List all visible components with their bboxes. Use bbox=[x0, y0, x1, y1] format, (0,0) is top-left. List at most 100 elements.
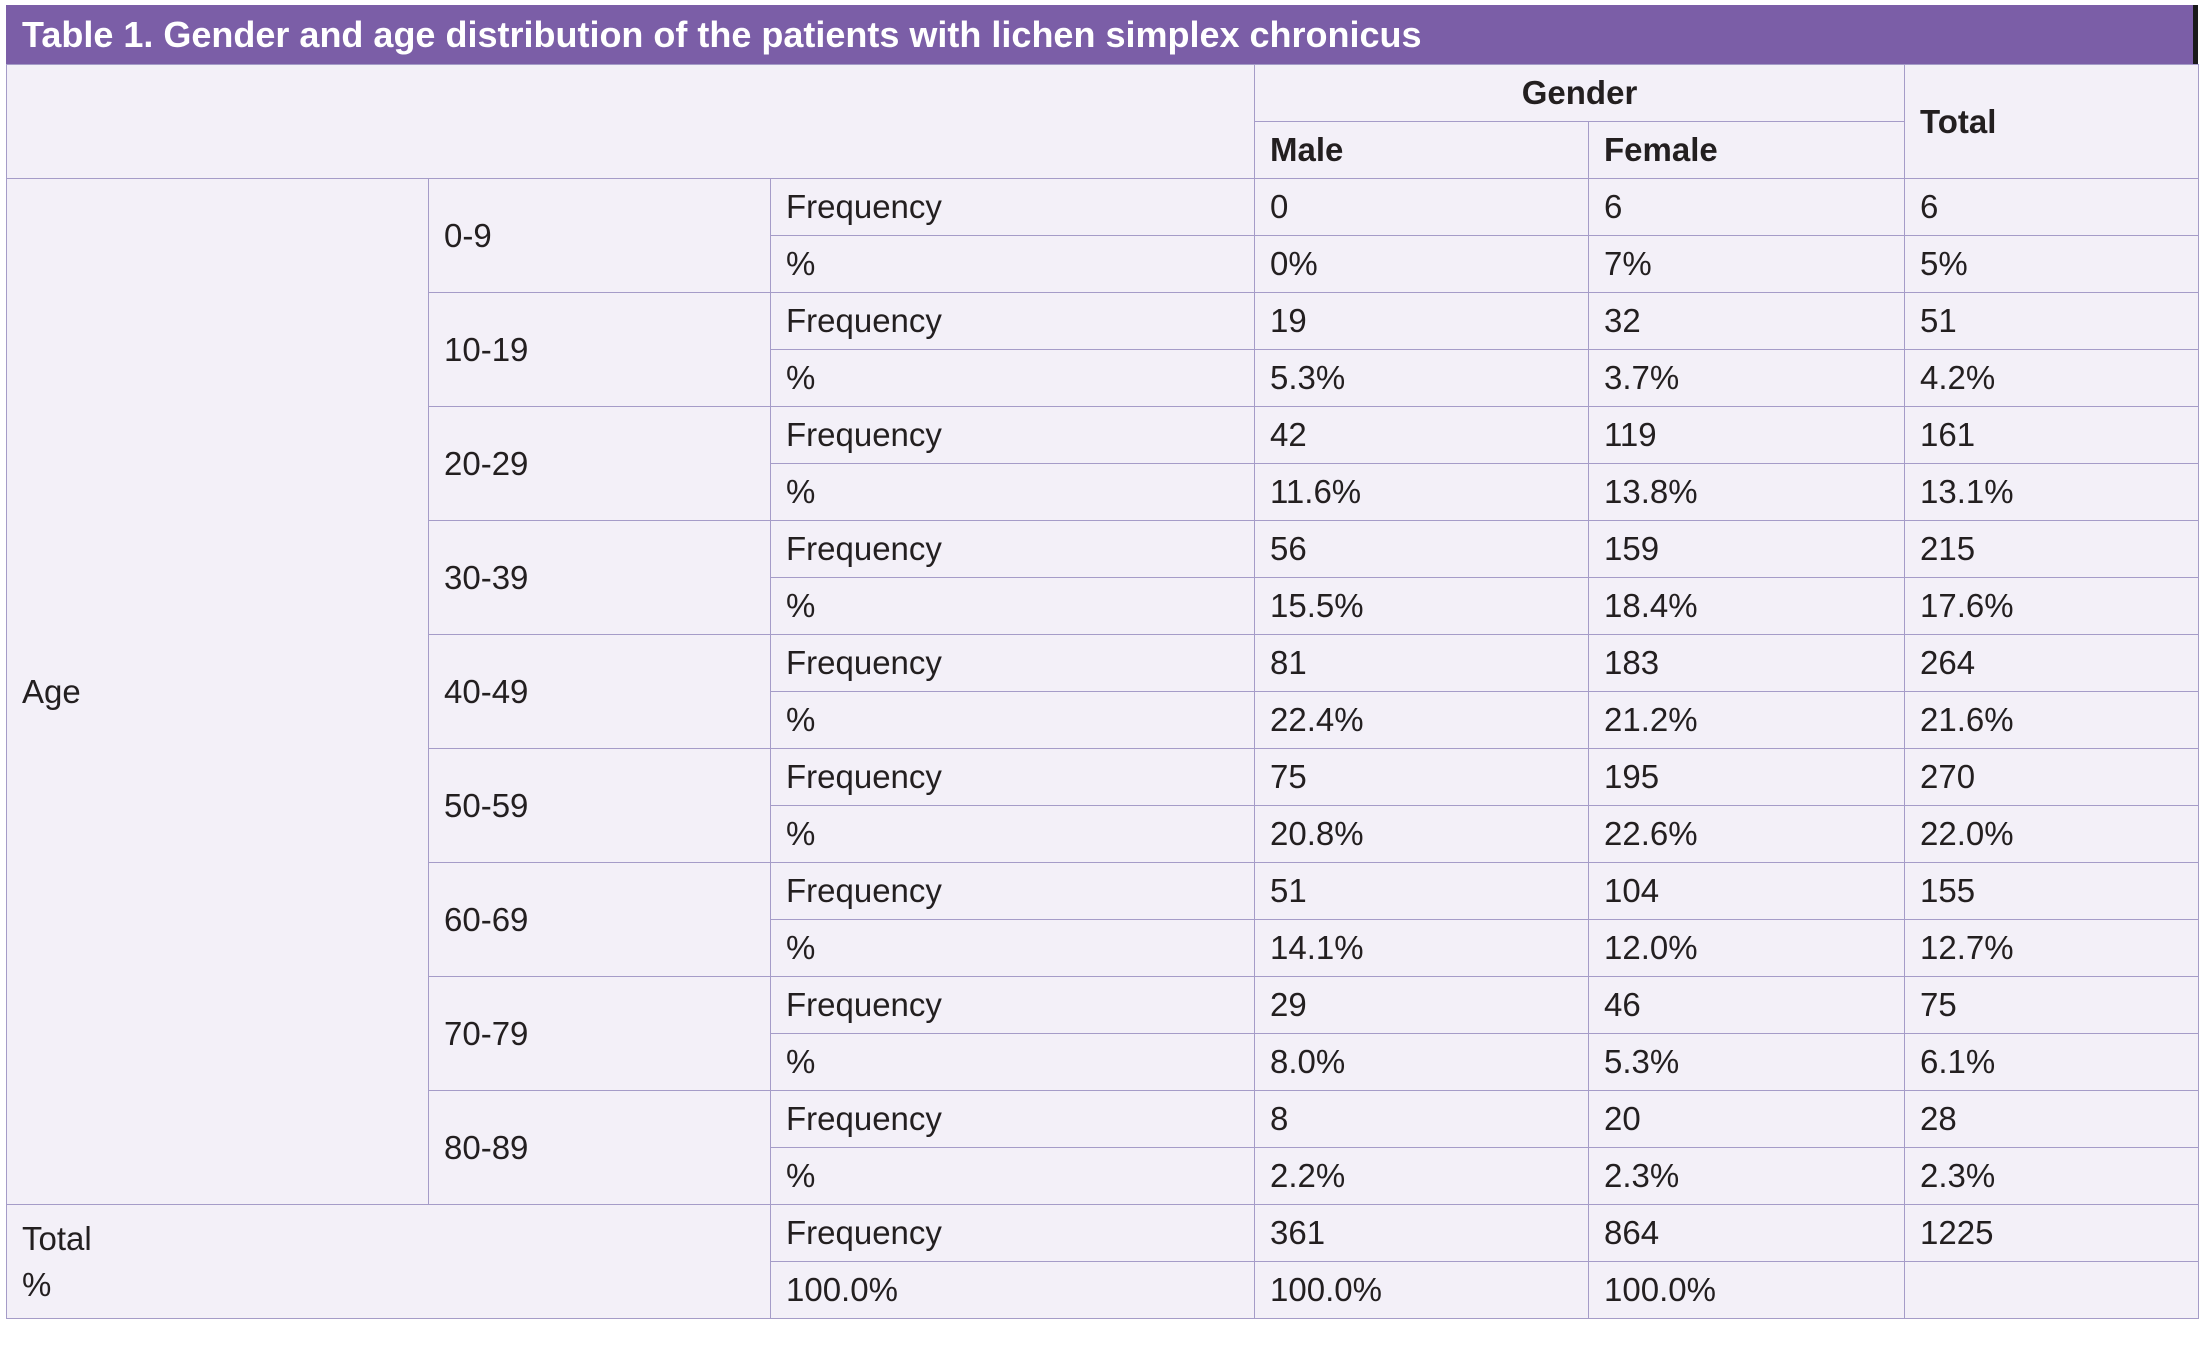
percent-label: % bbox=[769, 1033, 1256, 1091]
percent-label: % bbox=[769, 235, 1256, 293]
percent-male-cell: 5.3% bbox=[1254, 349, 1590, 407]
percent-label: % bbox=[769, 349, 1256, 407]
frequency-label: Frequency bbox=[769, 748, 1256, 806]
frequency-female-cell: 183 bbox=[1588, 634, 1906, 692]
frequency-label: Frequency bbox=[769, 520, 1256, 578]
gender-header: Gender bbox=[1254, 64, 1906, 122]
total-label-cell: Total% bbox=[6, 1204, 771, 1319]
frequency-total-cell: 6 bbox=[1904, 178, 2200, 236]
percent-male-cell: 11.6% bbox=[1254, 463, 1590, 521]
frequency-male-cell: 29 bbox=[1254, 976, 1590, 1034]
total-percent-all-cell: 100.0% bbox=[769, 1261, 1256, 1319]
age-group-cell: 20-29 bbox=[428, 406, 771, 521]
total-percent-label-text: % bbox=[22, 1265, 52, 1303]
frequency-label: Frequency bbox=[769, 1204, 1256, 1262]
percent-female-cell: 2.3% bbox=[1588, 1147, 1906, 1205]
frequency-female-cell: 119 bbox=[1588, 406, 1906, 464]
percent-female-cell: 5.3% bbox=[1588, 1033, 1906, 1091]
age-group-cell: 60-69 bbox=[428, 862, 771, 977]
frequency-total-cell: 28 bbox=[1904, 1090, 2200, 1148]
frequency-female-cell: 46 bbox=[1588, 976, 1906, 1034]
table-row: % 2.2% 2.3% 2.3% bbox=[7, 1147, 2200, 1205]
percent-total-cell: 2.3% bbox=[1904, 1147, 2200, 1205]
percent-female-cell: 7% bbox=[1588, 235, 1906, 293]
table-row: % 20.8% 22.6% 22.0% bbox=[7, 805, 2200, 863]
percent-total-cell: 17.6% bbox=[1904, 577, 2200, 635]
percent-female-cell: 22.6% bbox=[1588, 805, 1906, 863]
total-label-text: Total bbox=[22, 1219, 92, 1257]
total-percent-female-cell: 100.0% bbox=[1588, 1261, 1906, 1319]
frequency-label: Frequency bbox=[769, 406, 1256, 464]
frequency-label: Frequency bbox=[769, 178, 1256, 236]
table-row: % 22.4% 21.2% 21.6% bbox=[7, 691, 2200, 749]
percent-total-cell: 6.1% bbox=[1904, 1033, 2200, 1091]
percent-male-cell: 20.8% bbox=[1254, 805, 1590, 863]
age-group-cell: 30-39 bbox=[428, 520, 771, 635]
percent-male-cell: 14.1% bbox=[1254, 919, 1590, 977]
table-row: % 11.6% 13.8% 13.1% bbox=[7, 463, 2200, 521]
frequency-label: Frequency bbox=[769, 1090, 1256, 1148]
total-percent-total-cell bbox=[1904, 1261, 2200, 1319]
percent-label: % bbox=[769, 463, 1256, 521]
percent-female-cell: 21.2% bbox=[1588, 691, 1906, 749]
age-group-cell: 40-49 bbox=[428, 634, 771, 749]
frequency-female-cell: 6 bbox=[1588, 178, 1906, 236]
frequency-label: Frequency bbox=[769, 862, 1256, 920]
table-row: 80-89 Frequency 8 20 28 bbox=[7, 1090, 2200, 1205]
header-row-1: Gender Total bbox=[5, 64, 2200, 179]
percent-female-cell: 3.7% bbox=[1588, 349, 1906, 407]
total-header: Total bbox=[1904, 64, 2200, 179]
percent-male-cell: 2.2% bbox=[1254, 1147, 1590, 1205]
table-row: 10-19 Frequency 19 32 51 bbox=[7, 292, 2200, 407]
frequency-total-cell: 155 bbox=[1904, 862, 2200, 920]
table-row: 70-79 Frequency 29 46 75 bbox=[7, 976, 2200, 1091]
percent-total-cell: 13.1% bbox=[1904, 463, 2200, 521]
frequency-female-cell: 195 bbox=[1588, 748, 1906, 806]
percent-total-cell: 22.0% bbox=[1904, 805, 2200, 863]
percent-male-cell: 0% bbox=[1254, 235, 1590, 293]
frequency-male-cell: 8 bbox=[1254, 1090, 1590, 1148]
percent-male-cell: 15.5% bbox=[1254, 577, 1590, 635]
frequency-total-cell: 161 bbox=[1904, 406, 2200, 464]
frequency-label: Frequency bbox=[769, 634, 1256, 692]
table-row: 30-39 Frequency 56 159 215 bbox=[7, 520, 2200, 635]
frequency-male-cell: 51 bbox=[1254, 862, 1590, 920]
frequency-label: Frequency bbox=[769, 976, 1256, 1034]
frequency-female-cell: 32 bbox=[1588, 292, 1906, 350]
frequency-male-cell: 0 bbox=[1254, 178, 1590, 236]
frequency-male-cell: 19 bbox=[1254, 292, 1590, 350]
percent-total-cell: 12.7% bbox=[1904, 919, 2200, 977]
total-row: Total% Frequency 361 864 1225 bbox=[6, 1204, 2200, 1319]
frequency-female-cell: 159 bbox=[1588, 520, 1906, 578]
table-row: 20-29 Frequency 42 119 161 bbox=[7, 406, 2200, 521]
table-row: 50-59 Frequency 75 195 270 bbox=[7, 748, 2200, 863]
percent-total-cell: 5% bbox=[1904, 235, 2200, 293]
age-group-cell: 50-59 bbox=[428, 748, 771, 863]
male-header: Male bbox=[1254, 121, 1590, 179]
percent-female-cell: 18.4% bbox=[1588, 577, 1906, 635]
frequency-total-cell: 75 bbox=[1904, 976, 2200, 1034]
frequency-total-cell: 51 bbox=[1904, 292, 2200, 350]
table-row: % 14.1% 12.0% 12.7% bbox=[7, 919, 2200, 977]
percent-female-cell: 13.8% bbox=[1588, 463, 1906, 521]
percent-label: % bbox=[769, 1147, 1256, 1205]
frequency-total-cell: 215 bbox=[1904, 520, 2200, 578]
frequency-label: Frequency bbox=[769, 292, 1256, 350]
age-label: Age bbox=[6, 178, 429, 1205]
table-row: % 8.0% 5.3% 6.1% bbox=[7, 1033, 2200, 1091]
age-group-cell: 80-89 bbox=[428, 1090, 771, 1205]
percent-label: % bbox=[769, 691, 1256, 749]
data-table: Gender Total Male Female Age 0-9 Frequency… bbox=[5, 64, 2200, 1319]
frequency-total-cell: 270 bbox=[1904, 748, 2200, 806]
frequency-total-cell: 264 bbox=[1904, 634, 2200, 692]
percent-female-cell: 12.0% bbox=[1588, 919, 1906, 977]
age-group-cell: 70-79 bbox=[428, 976, 771, 1091]
percent-label: % bbox=[769, 919, 1256, 977]
percent-label: % bbox=[769, 577, 1256, 635]
frequency-female-cell: 20 bbox=[1588, 1090, 1906, 1148]
table-row: % 15.5% 18.4% 17.6% bbox=[7, 577, 2200, 635]
total-row: 100.0% 100.0% 100.0% bbox=[7, 1261, 2200, 1319]
total-percent-male-cell: 100.0% bbox=[1254, 1261, 1590, 1319]
total-frequency-male-cell: 361 bbox=[1254, 1204, 1590, 1262]
frequency-male-cell: 56 bbox=[1254, 520, 1590, 578]
